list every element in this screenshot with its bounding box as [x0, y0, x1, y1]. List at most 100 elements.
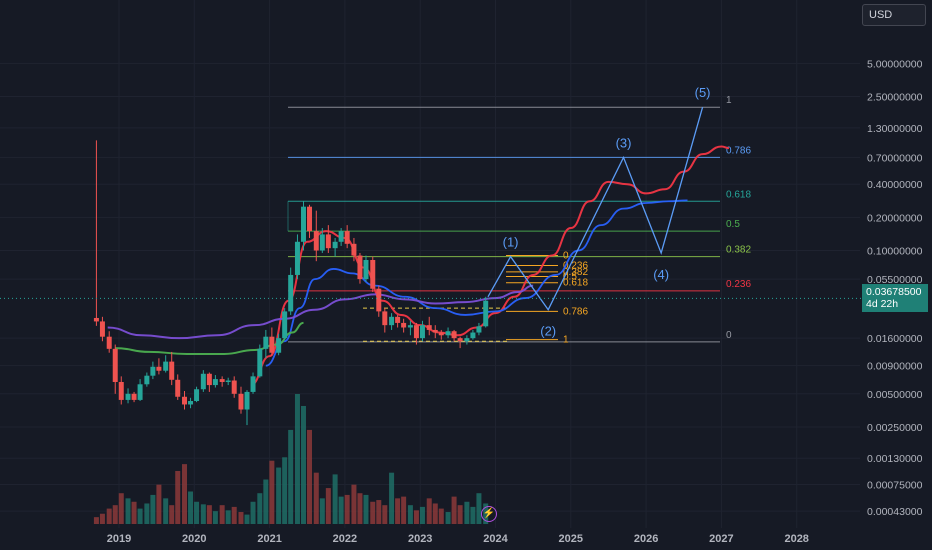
candle: [200, 370, 206, 392]
candle-body: [219, 379, 225, 382]
candle: [182, 391, 188, 410]
candle-body: [175, 379, 181, 397]
candle-body: [300, 206, 306, 242]
candle-body: [150, 366, 156, 376]
wave-label: (3): [616, 135, 632, 150]
candle: [389, 313, 395, 330]
last-price-value: 0.03678500: [866, 286, 922, 298]
y-tick-label: 0.70000000: [867, 152, 923, 164]
candle-body: [169, 361, 175, 380]
volume-bar: [137, 508, 143, 524]
candle: [382, 308, 388, 333]
volume-bar: [332, 474, 338, 524]
candle-body: [457, 338, 463, 342]
volume-bar: [112, 505, 118, 524]
candle-body: [238, 393, 244, 410]
volume-bar: [464, 501, 470, 524]
volume-bar: [131, 501, 137, 524]
candle-body: [225, 380, 231, 382]
x-tick-label: 2023: [408, 533, 432, 545]
candle: [313, 210, 319, 262]
last-price-tag: 0.03678500 4d 22h: [862, 284, 928, 312]
candle: [357, 252, 363, 284]
candle: [131, 391, 137, 403]
volume-bar: [288, 429, 294, 524]
volume-bar: [182, 464, 188, 524]
candle-body: [106, 336, 112, 349]
volume-bar: [163, 498, 169, 524]
candlesticks: [93, 140, 489, 426]
candle: [106, 331, 112, 353]
volume-bar: [344, 494, 350, 524]
fib-level-label: 0.236: [726, 279, 751, 290]
candle-body: [294, 241, 300, 275]
candle-body: [131, 393, 137, 400]
candle-body: [206, 373, 212, 386]
volume-bar: [294, 394, 300, 524]
candle: [93, 140, 99, 326]
volume-bar: [413, 510, 419, 524]
fib-level-label: 0.786: [726, 145, 751, 156]
candle-body: [389, 316, 395, 326]
volume-bar: [363, 494, 369, 524]
volume-bar: [389, 472, 395, 524]
candle: [244, 390, 250, 426]
candle: [219, 376, 225, 387]
volume-bar: [338, 496, 344, 524]
volume-bar: [401, 496, 407, 524]
candle: [188, 397, 194, 409]
candle: [225, 377, 231, 386]
grid: [0, 0, 860, 528]
volume-bar: [276, 467, 282, 524]
candle-body: [250, 376, 256, 392]
x-tick-label: 2025: [559, 533, 583, 545]
y-tick-label: 0.00043000: [867, 506, 923, 518]
volume-bar: [432, 503, 438, 524]
volume-bar: [175, 470, 181, 524]
candle: [344, 225, 350, 249]
candle-body: [137, 384, 143, 400]
volume-bar: [325, 488, 331, 524]
volume-bar: [106, 508, 112, 524]
volume-bar: [476, 493, 482, 524]
volume-bar: [269, 460, 275, 524]
volume-bar: [263, 479, 269, 524]
candle-body: [269, 336, 275, 353]
x-tick-label: 2021: [257, 533, 281, 545]
candle-body: [426, 325, 432, 330]
currency-label: USD: [869, 9, 893, 21]
candle: [212, 375, 218, 388]
volume-bar: [319, 498, 325, 524]
candle: [250, 372, 256, 394]
lightning-icon[interactable]: ⚡: [481, 506, 497, 522]
volume-bar: [169, 505, 175, 524]
wave-label: (4): [653, 267, 669, 282]
candle: [150, 361, 156, 380]
candle: [363, 255, 369, 282]
candle-body: [470, 332, 476, 339]
candle: [426, 316, 432, 336]
candle: [282, 308, 288, 340]
currency-selector[interactable]: USD: [862, 4, 926, 26]
candle-body: [194, 389, 200, 402]
price-axis[interactable]: 5.00000000 2.50000000 1.30000000 0.70000000…: [867, 58, 923, 518]
candle-body: [332, 241, 338, 249]
time-axis[interactable]: 2019 2020 2021 2022 2023 2024 2025 2026 2027 2028: [107, 533, 809, 545]
volume-bar: [194, 501, 200, 524]
y-tick-label: 1.30000000: [867, 123, 923, 135]
volume-bar: [382, 505, 388, 524]
y-tick-label: 0.00250000: [867, 422, 923, 434]
fib-level-label: 0: [726, 330, 732, 341]
y-tick-label: 0.00500000: [867, 389, 923, 401]
candle: [231, 376, 237, 398]
volume-bar: [395, 498, 401, 524]
candle: [194, 386, 200, 403]
candle: [470, 329, 476, 340]
candle: [137, 379, 143, 402]
candle-body: [476, 326, 482, 333]
elliott-wave-projection[interactable]: (1) (2) (3) (4) (5): [487, 85, 711, 339]
candle: [483, 296, 489, 328]
